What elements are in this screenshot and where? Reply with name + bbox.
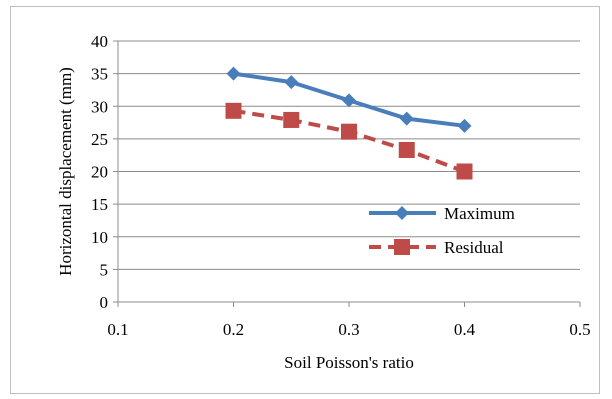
chart-frame bbox=[10, 6, 600, 394]
y-tick-labels: 0 5 10 15 20 25 30 35 40 bbox=[91, 32, 108, 312]
data-point-maximum bbox=[226, 66, 241, 81]
y-tick-label: 10 bbox=[91, 228, 108, 247]
y-axis-title: Horizontal displacement (mm) bbox=[56, 67, 75, 276]
data-point-residual bbox=[341, 123, 357, 140]
x-tick-label: 0.1 bbox=[107, 320, 128, 339]
data-point-residual bbox=[398, 141, 415, 158]
legend-item-residual: Residual bbox=[369, 238, 504, 257]
x-tick-labels: 0.1 0.2 0.3 0.4 0.5 bbox=[107, 320, 590, 339]
data-point-maximum bbox=[284, 75, 299, 90]
y-tick-label: 30 bbox=[91, 97, 108, 116]
legend-marker-maximum bbox=[395, 206, 409, 220]
gridlines bbox=[118, 40, 580, 270]
data-point-residual bbox=[456, 163, 473, 180]
series-layer bbox=[225, 66, 473, 180]
data-point-residual bbox=[225, 102, 242, 119]
data-point-maximum bbox=[399, 111, 414, 126]
y-tick-label: 35 bbox=[91, 65, 108, 84]
x-axis-title: Soil Poisson's ratio bbox=[284, 353, 414, 372]
y-tick-label: 15 bbox=[91, 195, 108, 214]
series-residual bbox=[225, 102, 473, 180]
legend-item-maximum: Maximum bbox=[369, 204, 515, 223]
x-tick-label: 0.2 bbox=[223, 320, 244, 339]
data-point-maximum bbox=[457, 118, 472, 133]
axes bbox=[113, 40, 581, 307]
data-point-residual bbox=[283, 111, 300, 128]
x-tick-label: 0.5 bbox=[569, 320, 590, 339]
y-tick-label: 40 bbox=[91, 32, 108, 51]
legend-marker-residual bbox=[394, 239, 410, 255]
legend: Maximum Residual bbox=[369, 204, 515, 257]
series-maximum bbox=[226, 66, 472, 133]
legend-label-residual: Residual bbox=[444, 238, 504, 257]
y-tick-label: 0 bbox=[100, 293, 109, 312]
legend-label-maximum: Maximum bbox=[444, 204, 515, 223]
x-tick-label: 0.3 bbox=[338, 320, 359, 339]
x-tick-label: 0.4 bbox=[454, 320, 476, 339]
data-point-maximum bbox=[342, 93, 356, 108]
y-tick-label: 25 bbox=[91, 130, 108, 149]
y-tick-label: 20 bbox=[91, 163, 108, 182]
y-tick-label: 5 bbox=[100, 260, 109, 279]
